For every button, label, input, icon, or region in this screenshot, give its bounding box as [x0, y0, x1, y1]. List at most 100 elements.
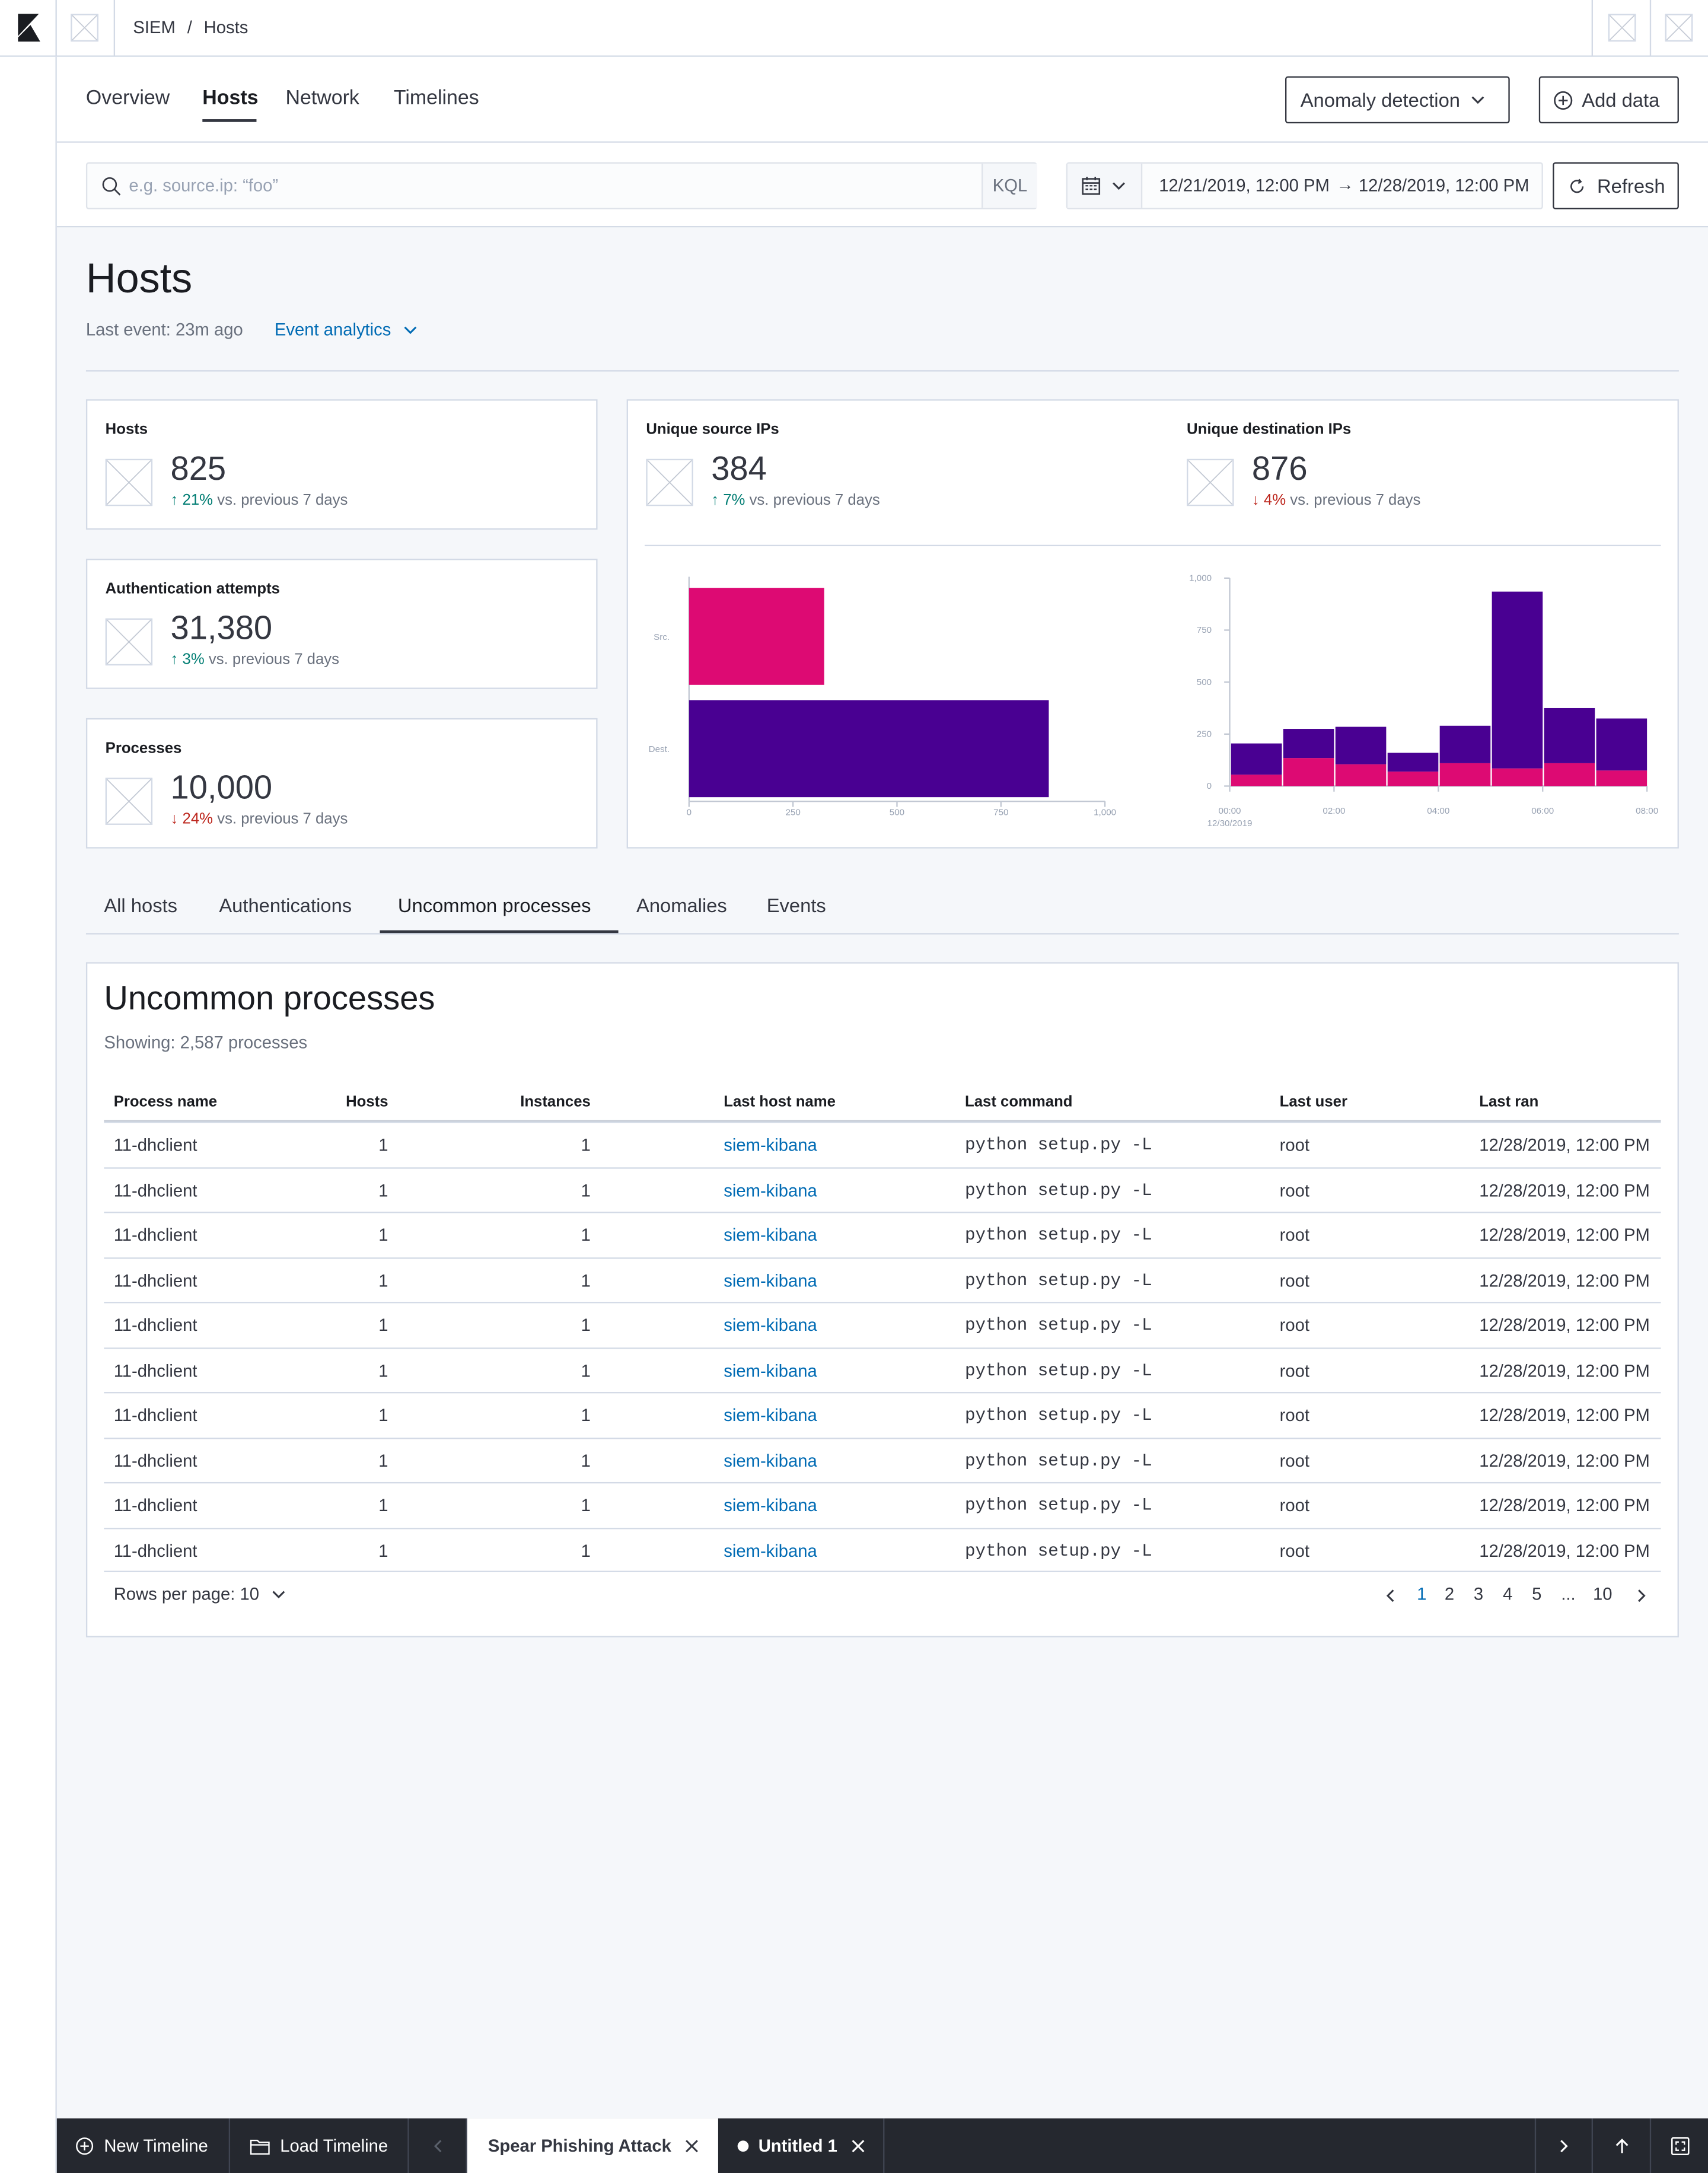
y-tick-label: 0 — [1207, 781, 1212, 791]
kpi-auth-compare: ↑ 3% vs. previous 7 days — [171, 652, 339, 668]
bar-src-1 — [1283, 758, 1334, 786]
date-start[interactable]: 12/21/2019, 12:00 PM — [1159, 176, 1330, 196]
refresh-button[interactable]: Refresh — [1553, 162, 1679, 209]
quick-select-button[interactable] — [1067, 163, 1143, 208]
cell-last-host-name[interactable]: siem-kibana — [724, 1225, 817, 1245]
cell-last-command: python setup.py -L — [965, 1135, 1152, 1155]
placeholder-icon[interactable] — [71, 14, 98, 42]
kql-language-toggle[interactable]: KQL — [982, 163, 1037, 208]
cell-last-user: root — [1279, 1180, 1310, 1200]
search-input[interactable]: e.g. source.ip: “foo” KQL — [85, 162, 1037, 209]
unsaved-dot-icon — [737, 2140, 749, 2152]
date-picker[interactable]: 12/21/2019, 12:00 PM → 12/28/2019, 12:00… — [1066, 162, 1543, 209]
page-5[interactable]: 5 — [1532, 1584, 1542, 1604]
event-analytics-link[interactable]: Event analytics — [275, 320, 419, 340]
col-hosts[interactable]: Hosts — [346, 1094, 388, 1111]
kpi-dst-title: Unique destination IPs — [1187, 421, 1352, 438]
kpi-auth-cmp: vs. previous 7 days — [208, 651, 339, 668]
cell-last-ran: 12/28/2019, 12:00 PM — [1479, 1315, 1650, 1336]
breadcrumb-siem[interactable]: SIEM — [133, 18, 176, 38]
cell-last-host-name[interactable]: siem-kibana — [724, 1315, 817, 1336]
tab-network[interactable]: Network — [285, 87, 359, 110]
tab-hosts[interactable]: Hosts — [202, 87, 259, 110]
cell-last-host-name[interactable]: siem-kibana — [724, 1270, 817, 1291]
col-last-command[interactable]: Last command — [965, 1094, 1073, 1111]
tab-events[interactable]: Events — [766, 894, 826, 917]
cell-process-name: 11-dhclient — [113, 1225, 197, 1245]
kpi-hosts-value: 825 — [170, 450, 227, 488]
timeline-tab-spear-phishing[interactable]: Spear Phishing Attack — [467, 2118, 718, 2173]
tab-timelines[interactable]: Timelines — [393, 87, 479, 110]
tab-uncommon-processes[interactable]: Uncommon processes — [397, 894, 591, 917]
table-row: 11-dhclient 1 1 siem-kibana python setup.py … — [104, 1481, 1661, 1527]
cell-instances: 1 — [581, 1180, 591, 1200]
tab-uncommon-processes-underline — [380, 930, 619, 933]
scroll-left-button[interactable] — [409, 2118, 467, 2173]
col-process-name[interactable]: Process name — [113, 1094, 218, 1111]
bar-dest-6 — [1544, 708, 1595, 763]
kpi-dst-pct: 4% — [1263, 492, 1286, 509]
col-instances[interactable]: Instances — [520, 1094, 591, 1111]
bar-src — [689, 588, 824, 685]
new-timeline-button[interactable]: New Timeline — [57, 2118, 231, 2173]
close-icon[interactable] — [685, 2139, 699, 2153]
close-icon[interactable] — [851, 2139, 865, 2153]
placeholder-icon[interactable] — [1608, 14, 1636, 42]
kpi-src-pct: 7% — [723, 492, 745, 509]
x-tick-label: 0 — [687, 808, 692, 818]
kpi-processes-pct: 24% — [182, 811, 214, 828]
kibana-logo[interactable] — [0, 0, 57, 56]
chevron-left-icon[interactable] — [1382, 1588, 1399, 1604]
anomaly-detection-button[interactable]: Anomaly detection — [1285, 76, 1510, 124]
col-last-ran[interactable]: Last ran — [1479, 1094, 1539, 1111]
search-placeholder: e.g. source.ip: “foo” — [129, 176, 279, 196]
chevron-right-icon[interactable] — [1633, 1588, 1650, 1604]
anomaly-detection-label: Anomaly detection — [1300, 88, 1460, 111]
tab-all-hosts[interactable]: All hosts — [104, 894, 178, 917]
cell-last-host-name[interactable]: siem-kibana — [724, 1135, 817, 1155]
kpi-src-cmp: vs. previous 7 days — [749, 492, 880, 509]
cell-process-name: 11-dhclient — [113, 1496, 197, 1516]
page-10[interactable]: 10 — [1592, 1584, 1613, 1604]
cell-last-host-name[interactable]: siem-kibana — [724, 1496, 817, 1516]
scroll-right-button[interactable] — [1534, 2118, 1593, 2173]
rows-per-page-button[interactable]: Rows per page: 10 — [114, 1585, 287, 1604]
bar-src-4 — [1439, 763, 1491, 786]
refresh-icon — [1570, 178, 1584, 193]
cell-last-user: root — [1279, 1315, 1310, 1336]
load-timeline-button[interactable]: Load Timeline — [230, 2118, 409, 2173]
user-avatar-icon[interactable] — [1665, 14, 1693, 42]
chevron-down-icon — [1113, 182, 1125, 190]
kpi-processes-panel: Processes 10,000 ↓ 24% vs. previous 7 da… — [85, 718, 598, 849]
col-last-host-name[interactable]: Last host name — [724, 1094, 836, 1111]
cell-last-host-name[interactable]: siem-kibana — [724, 1180, 817, 1200]
kpi-hosts-compare: ↑ 21% vs. previous 7 days — [171, 492, 348, 509]
cell-last-host-name[interactable]: siem-kibana — [724, 1360, 817, 1381]
cell-last-host-name[interactable]: siem-kibana — [724, 1406, 817, 1426]
page-1[interactable]: 1 — [1417, 1584, 1427, 1604]
date-end[interactable]: 12/28/2019, 12:00 PM — [1358, 176, 1529, 196]
col-last-user[interactable]: Last user — [1279, 1094, 1348, 1111]
search-icon — [102, 177, 121, 196]
tab-authentications[interactable]: Authentications — [219, 894, 352, 917]
cell-hosts: 1 — [378, 1315, 388, 1336]
tab-overview[interactable]: Overview — [85, 87, 170, 110]
breadcrumb: SIEM / Hosts — [133, 18, 248, 37]
cell-hosts: 1 — [378, 1135, 388, 1155]
cell-last-host-name[interactable]: siem-kibana — [724, 1541, 817, 1561]
page-4[interactable]: 4 — [1503, 1584, 1513, 1604]
bar-dest-4 — [1439, 725, 1491, 763]
page-3[interactable]: 3 — [1473, 1584, 1484, 1604]
bar-src-5 — [1492, 768, 1543, 786]
fullscreen-button[interactable] — [1651, 2118, 1708, 2173]
rows-per-page-label: Rows per page: 10 — [113, 1584, 259, 1604]
expand-up-button[interactable] — [1593, 2118, 1652, 2173]
timeline-tab-untitled[interactable]: Untitled 1 — [718, 2118, 885, 2173]
page-2[interactable]: 2 — [1444, 1584, 1455, 1604]
cell-hosts: 1 — [378, 1180, 388, 1200]
cell-last-host-name[interactable]: siem-kibana — [724, 1451, 817, 1471]
add-data-button[interactable]: Add data — [1538, 76, 1679, 124]
bar-dest-1 — [1283, 729, 1334, 759]
plus-circle-icon — [76, 2137, 94, 2155]
tab-anomalies[interactable]: Anomalies — [636, 894, 727, 917]
